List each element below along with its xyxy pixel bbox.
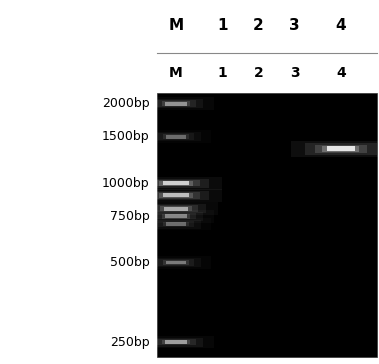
Text: 1000bp: 1000bp (102, 177, 150, 190)
FancyBboxPatch shape (152, 192, 200, 198)
FancyBboxPatch shape (160, 206, 192, 211)
FancyBboxPatch shape (163, 181, 189, 185)
FancyBboxPatch shape (327, 146, 355, 151)
FancyBboxPatch shape (166, 261, 186, 265)
FancyBboxPatch shape (165, 340, 187, 344)
FancyBboxPatch shape (149, 99, 204, 108)
Text: 2: 2 (253, 18, 264, 33)
Text: 1500bp: 1500bp (102, 130, 150, 143)
FancyBboxPatch shape (165, 214, 187, 218)
FancyBboxPatch shape (156, 339, 196, 345)
FancyBboxPatch shape (315, 145, 366, 153)
Text: 1: 1 (217, 18, 227, 33)
FancyBboxPatch shape (156, 100, 196, 107)
FancyBboxPatch shape (143, 191, 209, 200)
Text: 2000bp: 2000bp (102, 97, 150, 110)
FancyBboxPatch shape (159, 193, 193, 198)
FancyBboxPatch shape (163, 134, 189, 139)
Text: 750bp: 750bp (110, 210, 150, 223)
FancyBboxPatch shape (143, 179, 209, 188)
FancyBboxPatch shape (163, 222, 189, 226)
FancyBboxPatch shape (162, 214, 190, 218)
FancyBboxPatch shape (154, 206, 198, 212)
Text: 2: 2 (254, 66, 263, 80)
FancyBboxPatch shape (163, 193, 189, 197)
FancyBboxPatch shape (146, 204, 206, 213)
Text: M: M (169, 66, 183, 80)
FancyBboxPatch shape (322, 146, 359, 152)
FancyBboxPatch shape (159, 181, 193, 186)
FancyBboxPatch shape (152, 180, 200, 186)
FancyBboxPatch shape (162, 102, 190, 106)
FancyBboxPatch shape (166, 222, 186, 226)
Text: 3: 3 (289, 18, 300, 33)
FancyBboxPatch shape (166, 135, 186, 139)
Text: 3: 3 (290, 66, 299, 80)
FancyBboxPatch shape (158, 134, 194, 140)
FancyBboxPatch shape (163, 260, 189, 265)
Text: 1: 1 (217, 66, 227, 80)
Text: 500bp: 500bp (110, 256, 150, 269)
FancyBboxPatch shape (164, 207, 188, 211)
FancyBboxPatch shape (162, 340, 190, 344)
FancyBboxPatch shape (305, 143, 377, 155)
Text: 4: 4 (336, 66, 346, 80)
FancyBboxPatch shape (156, 213, 196, 219)
FancyBboxPatch shape (158, 221, 194, 228)
Text: 4: 4 (335, 18, 346, 33)
Text: M: M (168, 18, 183, 33)
FancyBboxPatch shape (157, 93, 377, 357)
FancyBboxPatch shape (165, 102, 187, 106)
FancyBboxPatch shape (158, 260, 194, 266)
FancyBboxPatch shape (149, 337, 204, 347)
Text: 250bp: 250bp (110, 336, 150, 349)
FancyBboxPatch shape (291, 141, 379, 157)
